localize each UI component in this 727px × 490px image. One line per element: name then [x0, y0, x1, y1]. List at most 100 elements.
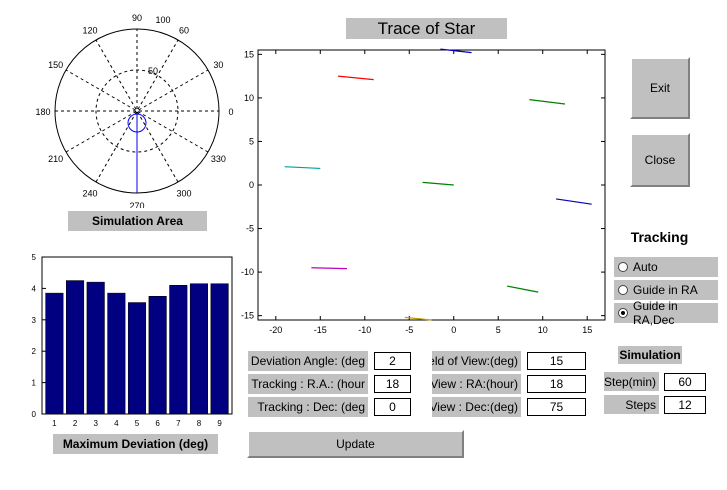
tracking-option-guide-ra-dec[interactable]: Guide in RA,Dec [614, 299, 718, 327]
bar-x-tick-label: 8 [197, 419, 202, 428]
bar-8 [189, 283, 208, 415]
bar-6 [148, 296, 167, 415]
bar-x-tick-label: 1 [52, 419, 57, 428]
star-trace-5 [422, 181, 454, 186]
trace-x-tick-label: -15 [314, 325, 327, 335]
trace-plot: -20 -15 -10 -5 0 5 10 15 15 10 5 0 -5 -10 -15 [241, 48, 606, 335]
step-min-label: Step(min) [604, 372, 659, 391]
deviation-angle-label: Deviation Angle: (deg [248, 351, 368, 371]
trace-x-tick-label: -10 [358, 325, 371, 335]
polar-radius-label: 50 [148, 66, 158, 76]
tracking-ra-label: Tracking : R.A.: (hour [248, 374, 368, 394]
bar-y-tick-label: 5 [32, 253, 37, 262]
trace-y-tick-label: -15 [241, 311, 254, 321]
bar-9 [210, 283, 229, 415]
trace-y-tick-label: 0 [249, 180, 254, 190]
simulation-area-caption: Simulation Area [68, 211, 207, 231]
update-button[interactable]: Update [247, 430, 464, 458]
view-ra-label: View : RA:(hour) [432, 374, 521, 394]
trace-x-tick-label: 0 [451, 325, 456, 335]
bar-x-tick-label: 5 [135, 419, 140, 428]
polar-angle-label: 180 [36, 107, 51, 117]
bar-y-tick-label: 2 [32, 347, 37, 356]
trace-x-tick-label: -5 [405, 325, 413, 335]
bar-y-tick-label: 1 [32, 379, 37, 388]
bar-x-tick-label: 7 [176, 419, 181, 428]
polar-plot: 90 100 120 60 150 30 180 0 210 330 240 300 270 50 [36, 13, 234, 208]
trace-x-tick-label: 5 [496, 325, 501, 335]
field-of-view-label: Field of View:(deg) [432, 351, 521, 371]
trace-y-tick-label: 15 [244, 49, 254, 59]
tracking-dec-input[interactable]: 0 [374, 398, 411, 416]
polar-angle-label: 240 [82, 188, 97, 198]
trace-x-tick-label: 15 [582, 325, 592, 335]
polar-angle-label: 90 [132, 13, 142, 23]
bar-x-tick-label: 6 [155, 419, 160, 428]
simulation-heading: Simulation [618, 346, 682, 364]
steps-input[interactable]: 12 [664, 396, 706, 414]
view-dec-label: View : Dec:(deg) [432, 397, 521, 417]
close-button[interactable]: Close [630, 133, 690, 187]
bar-x-tick-label: 9 [217, 419, 222, 428]
deviation-angle-input[interactable]: 2 [374, 352, 411, 370]
bar-2 [66, 280, 85, 415]
star-trace-3 [529, 99, 566, 105]
exit-button[interactable]: Exit [630, 57, 690, 119]
radio-button-icon [618, 285, 628, 295]
bar-3 [86, 281, 105, 415]
polar-angle-label: 30 [213, 60, 223, 70]
star-trace-8 [507, 285, 539, 293]
trace-plot-frame [257, 49, 606, 321]
polar-angle-label: 0 [228, 107, 233, 117]
polar-angle-label: 60 [179, 26, 189, 36]
polar-angle-label: 330 [211, 154, 226, 164]
bar-4 [107, 292, 126, 415]
star-trace-2 [440, 48, 472, 54]
tracking-dec-label: Tracking : Dec: (deg [248, 397, 368, 417]
star-trace-6 [555, 198, 592, 205]
view-dec-input[interactable]: 75 [527, 398, 586, 416]
radio-button-icon [618, 308, 628, 318]
trace-x-tick-label: 10 [538, 325, 548, 335]
tracking-heading: Tracking [628, 227, 691, 247]
star-trace-4 [284, 166, 321, 170]
polar-angle-label: 270 [129, 201, 144, 208]
bar-x-tick-label: 3 [93, 419, 98, 428]
polar-angle-label: 100 [155, 15, 170, 25]
bar-5 [127, 302, 147, 415]
trace-y-tick-label: 10 [244, 93, 254, 103]
polar-angle-label: 120 [82, 26, 97, 36]
plot-title: Trace of Star [346, 18, 507, 39]
tracking-option-auto[interactable]: Auto [614, 257, 718, 277]
radio-button-icon [618, 262, 628, 272]
bar-y-tick-label: 0 [32, 410, 37, 419]
field-of-view-input[interactable]: 15 [527, 352, 586, 370]
step-min-input[interactable]: 60 [664, 373, 706, 391]
steps-label: Steps [604, 395, 659, 414]
star-trace-7 [311, 267, 347, 270]
trace-y-tick-label: 5 [249, 136, 254, 146]
trace-y-tick-label: -5 [246, 224, 254, 234]
bar-y-tick-label: 3 [32, 316, 37, 325]
view-ra-input[interactable]: 18 [527, 375, 586, 393]
bar-1 [45, 292, 64, 415]
tracking-ra-input[interactable]: 18 [374, 375, 411, 393]
star-trace-1 [338, 75, 374, 81]
tracking-option-guide-ra[interactable]: Guide in RA [614, 280, 718, 300]
max-deviation-caption: Maximum Deviation (deg) [53, 434, 218, 454]
bar-7 [169, 285, 188, 415]
polar-trace-loop [127, 113, 147, 133]
tracking-option-label: Auto [633, 260, 658, 274]
bar-y-tick-label: 4 [32, 284, 37, 293]
trace-x-tick-label: -20 [269, 325, 282, 335]
tracking-option-label: Guide in RA [633, 283, 698, 297]
polar-angle-label: 150 [48, 60, 63, 70]
bar-x-tick-label: 2 [73, 419, 78, 428]
max-deviation-bar-chart: 0 1 2 3 4 5 1 2 3 4 5 6 7 8 9 [32, 253, 233, 428]
tracking-option-label: Guide in RA,Dec [633, 299, 678, 327]
star-trace-9 [404, 316, 432, 321]
bar-x-tick-label: 4 [114, 419, 119, 428]
polar-angle-label: 300 [176, 188, 191, 198]
polar-angle-label: 210 [48, 154, 63, 164]
trace-y-tick-label: -10 [241, 267, 254, 277]
